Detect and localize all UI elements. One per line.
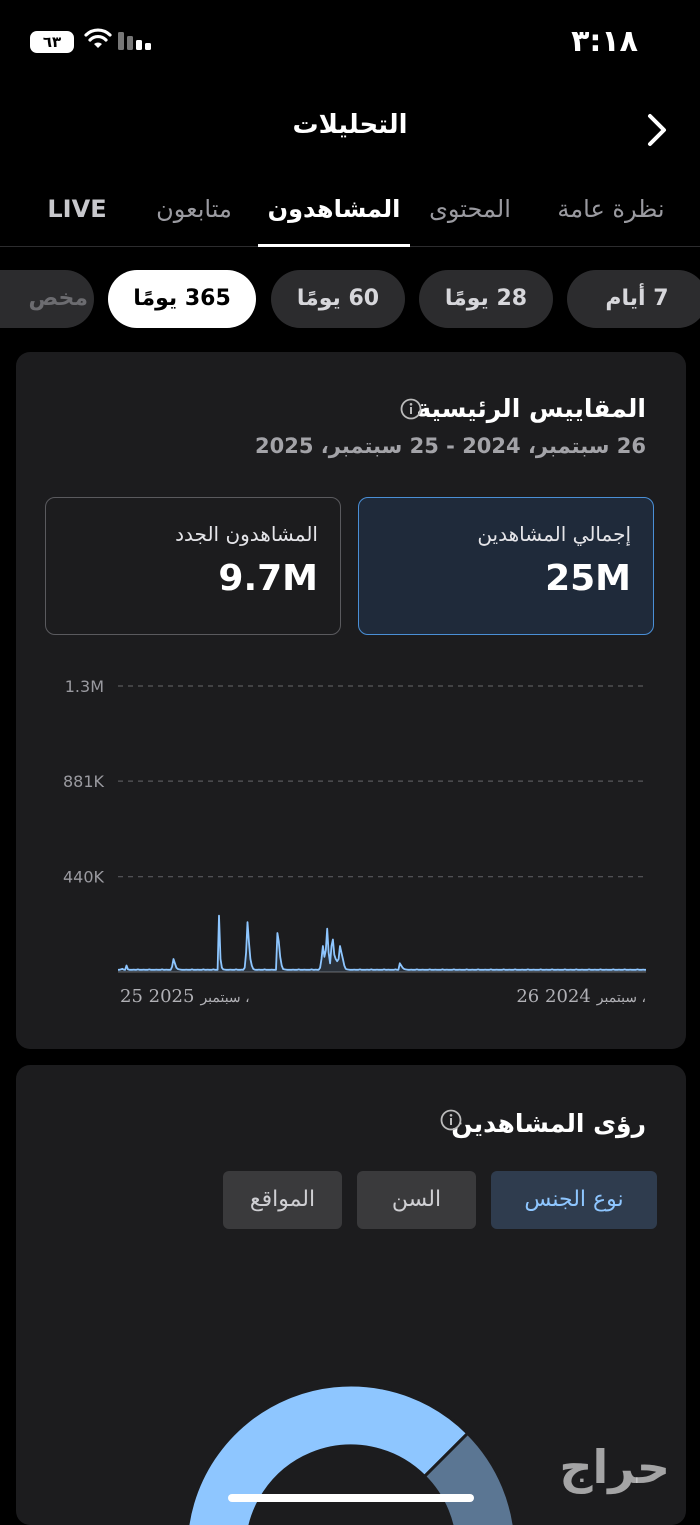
tab-label: المحتوى — [429, 195, 511, 223]
metric-label: المشاهدون الجدد — [175, 522, 318, 546]
metric-total-viewers[interactable]: إجمالي المشاهدين 25M — [358, 497, 654, 635]
info-icon[interactable] — [440, 1109, 462, 1131]
segment-locations[interactable]: المواقع — [223, 1171, 342, 1229]
battery-icon: ٦٣ — [30, 31, 74, 53]
y-tick-label: 440K — [63, 868, 105, 887]
active-tab-indicator — [258, 244, 410, 247]
header: التحليلات — [0, 96, 700, 166]
pill-label: مخص — [28, 286, 89, 311]
key-metrics-title: المقاييس الرئيسية — [416, 394, 646, 423]
metric-label: إجمالي المشاهدين — [477, 522, 631, 546]
tab-followers[interactable]: متابعون — [146, 180, 242, 246]
pill-60-days[interactable]: 60 يومًا — [271, 270, 405, 328]
status-time: ٣:١٨ — [571, 24, 638, 59]
tab-label: LIVE — [47, 195, 107, 223]
y-tick-label: 1.3M — [65, 677, 104, 696]
series-area — [118, 915, 646, 972]
info-icon[interactable] — [400, 398, 422, 420]
series-line — [118, 914, 646, 971]
pill-365-days[interactable]: 365 يومًا — [108, 270, 256, 328]
key-metrics-card: المقاييس الرئيسية 26 سبتمبر، 2024 - 25 س… — [16, 352, 686, 1049]
gauge-segment-primary — [186, 1383, 470, 1525]
tab-label: متابعون — [156, 195, 232, 223]
tab-viewers[interactable]: المشاهدون — [258, 180, 410, 247]
date-range-pills: 7 أيام 28 يومًا 60 يومًا 365 يومًا مخص — [0, 270, 700, 330]
gender-gauge-chart — [186, 1383, 516, 1525]
tab-live[interactable]: LIVE — [42, 180, 112, 246]
x-label-start-date: 26 2024 سبتمبر ، — [516, 986, 646, 1007]
page-title: التحليلات — [292, 110, 408, 140]
pill-custom[interactable]: مخص — [0, 270, 94, 328]
insights-title: رؤى المشاهدين — [451, 1109, 646, 1138]
back-chevron-icon[interactable] — [642, 112, 672, 148]
tab-content[interactable]: المحتوى — [420, 180, 520, 246]
pill-28-days[interactable]: 28 يومًا — [419, 270, 553, 328]
tab-label: المشاهدون — [267, 195, 401, 223]
x-label-end-date: 25 2025 سبتمبر ، — [120, 986, 250, 1007]
cellular-signal-icon — [118, 32, 151, 50]
date-range: 26 سبتمبر، 2024 - 25 سبتمبر، 2025 — [255, 434, 646, 458]
tab-bar: نظرة عامة المحتوى المشاهدون متابعون LIVE — [0, 180, 700, 247]
status-bar: ٣:١٨ ٦٣ — [0, 0, 700, 80]
viewers-line-chart[interactable]: 1.3M 881K 440K 25 2025 سبتمبر ، 26 2024 سبتمبر… — [46, 672, 666, 1012]
segment-age[interactable]: السن — [357, 1171, 476, 1229]
metric-new-viewers[interactable]: المشاهدون الجدد 9.7M — [45, 497, 341, 635]
metric-value: 25M — [545, 558, 631, 599]
wifi-icon — [84, 28, 112, 48]
pill-7-days[interactable]: 7 أيام — [567, 270, 700, 328]
watermark-logo: حراج — [559, 1440, 670, 1494]
tab-label: نظرة عامة — [557, 195, 665, 223]
segment-gender[interactable]: نوع الجنس — [491, 1171, 657, 1229]
y-tick-label: 881K — [63, 772, 105, 791]
home-indicator — [228, 1494, 474, 1502]
viewer-insights-card: رؤى المشاهدين نوع الجنس السن المواقع — [16, 1065, 686, 1525]
tab-overview[interactable]: نظرة عامة — [552, 180, 670, 246]
metric-value: 9.7M — [218, 558, 318, 599]
